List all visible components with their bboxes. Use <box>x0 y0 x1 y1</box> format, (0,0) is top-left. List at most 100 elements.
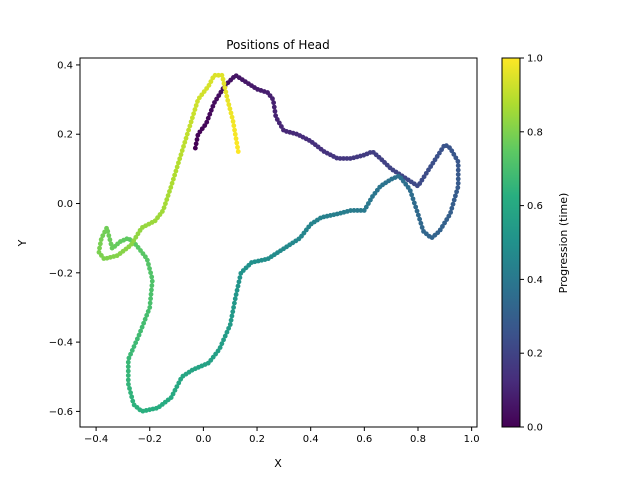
y-tick-label: −0.6 <box>49 407 73 418</box>
y-axis-ticks: −0.6−0.4−0.20.00.20.4 <box>49 60 80 417</box>
data-point <box>184 136 189 141</box>
x-axis-label: X <box>274 457 282 470</box>
data-point <box>146 262 151 267</box>
data-point <box>126 382 131 387</box>
colorbar-tick-label: 0.8 <box>527 127 543 138</box>
data-point <box>420 225 425 230</box>
data-point <box>234 136 239 141</box>
data-point <box>238 271 243 276</box>
x-tick-label: 0.0 <box>195 434 211 445</box>
data-point <box>126 369 131 374</box>
data-point <box>232 301 237 306</box>
colorbar <box>502 58 520 427</box>
data-point <box>226 102 231 107</box>
data-point <box>456 172 461 177</box>
y-tick-label: 0.2 <box>57 130 73 141</box>
colorbar-tick-label: 0.4 <box>527 275 543 286</box>
y-axis-label: Y <box>16 239 29 247</box>
data-point <box>230 309 235 314</box>
data-point <box>191 111 196 116</box>
data-point <box>180 148 185 153</box>
data-point <box>234 141 239 146</box>
data-point <box>185 132 190 137</box>
data-point <box>187 124 192 129</box>
data-point <box>189 119 194 124</box>
data-point <box>148 301 153 306</box>
data-point <box>222 81 227 86</box>
data-point <box>453 193 458 198</box>
data-point <box>230 115 235 120</box>
data-point <box>236 149 241 154</box>
data-point <box>273 109 278 114</box>
data-point <box>193 146 198 151</box>
x-tick-label: −0.4 <box>84 434 108 445</box>
data-point <box>235 288 240 293</box>
data-point <box>150 279 155 284</box>
data-point <box>126 360 131 365</box>
data-point <box>456 181 461 186</box>
data-point <box>232 128 237 133</box>
data-point <box>181 144 186 149</box>
data-point <box>148 270 153 275</box>
data-point <box>234 292 239 297</box>
data-point <box>172 173 177 178</box>
data-points <box>97 73 461 414</box>
data-point <box>235 145 240 150</box>
data-point <box>126 373 131 378</box>
data-point <box>170 181 175 186</box>
data-point <box>194 103 199 108</box>
data-point <box>193 107 198 112</box>
data-point <box>148 296 153 301</box>
data-point <box>416 213 421 218</box>
data-point <box>233 296 238 301</box>
chart-title: Positions of Head <box>226 38 330 52</box>
y-tick-label: −0.4 <box>49 338 73 349</box>
data-point <box>149 275 154 280</box>
data-point <box>129 394 134 399</box>
data-point <box>456 176 461 181</box>
data-point <box>223 90 228 95</box>
data-point <box>126 377 131 382</box>
data-point <box>98 241 103 246</box>
data-point <box>149 288 154 293</box>
colorbar-tick-label: 1.0 <box>527 54 543 65</box>
data-point <box>417 217 422 222</box>
y-tick-label: −0.2 <box>49 268 73 279</box>
data-point <box>174 169 179 174</box>
data-point <box>230 314 235 319</box>
data-point <box>179 152 184 157</box>
data-point <box>418 221 423 226</box>
data-point <box>229 111 234 116</box>
data-point <box>110 246 115 251</box>
x-tick-label: −0.2 <box>138 434 162 445</box>
data-point <box>221 77 226 82</box>
data-point <box>149 283 154 288</box>
data-point <box>109 241 114 246</box>
data-point <box>147 305 152 310</box>
colorbar-tick-label: 0.6 <box>527 201 543 212</box>
data-point <box>171 177 176 182</box>
data-point <box>175 165 180 170</box>
data-point <box>182 140 187 145</box>
colorbar-ticks: 0.00.20.40.60.81.0 <box>520 54 543 434</box>
x-tick-label: 0.2 <box>249 434 265 445</box>
data-point <box>195 137 200 142</box>
data-point <box>97 246 102 251</box>
data-point <box>456 168 461 173</box>
data-point <box>456 163 461 168</box>
x-tick-label: 0.4 <box>303 434 319 445</box>
data-point <box>223 85 228 90</box>
data-point <box>231 123 236 128</box>
y-tick-label: 0.4 <box>57 60 73 71</box>
data-point <box>168 185 173 190</box>
data-point <box>224 94 229 99</box>
data-point <box>229 318 234 323</box>
data-point <box>452 198 457 203</box>
data-point <box>236 284 241 289</box>
data-point <box>231 305 236 310</box>
data-point <box>449 206 454 211</box>
data-point <box>186 128 191 133</box>
